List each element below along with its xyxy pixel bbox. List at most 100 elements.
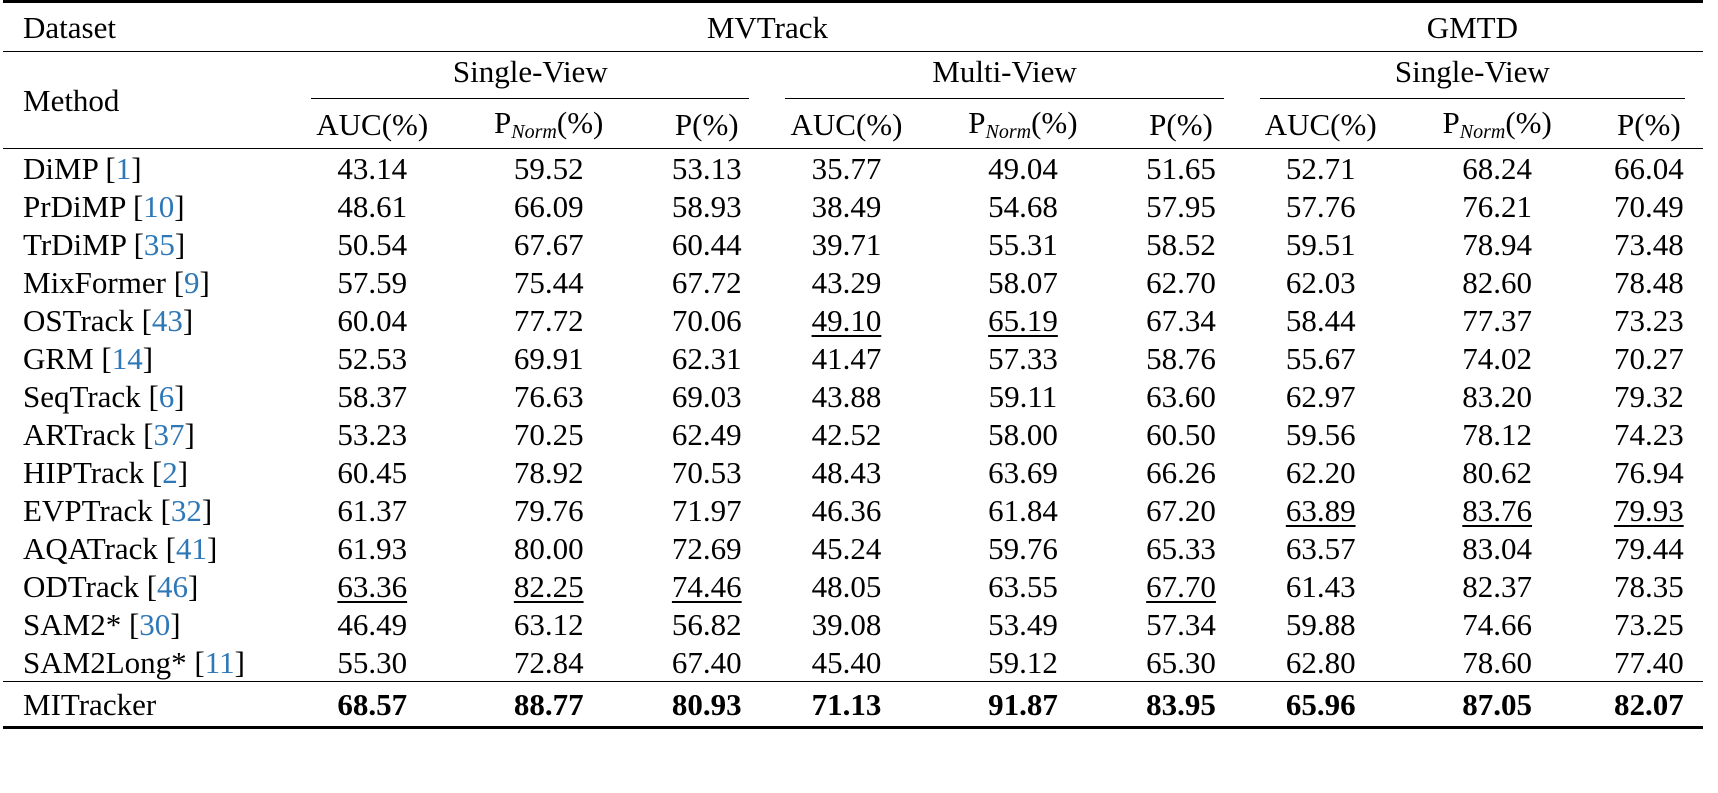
method-name-cell: OSTrack [43] <box>3 301 293 339</box>
value-cell: 77.40 <box>1595 643 1703 682</box>
value-cell: 53.23 <box>293 415 451 453</box>
value: 63.60 <box>1146 378 1216 414</box>
pnorm-subscript: Norm <box>985 120 1032 143</box>
value-cell-best: 71.13 <box>811 686 882 722</box>
value-cell: 51.65 <box>1120 149 1241 188</box>
value: 43.29 <box>811 264 882 300</box>
citation-link[interactable]: 35 <box>143 226 175 262</box>
value-cell: 65.19 <box>926 301 1121 339</box>
table-row: TrDiMP [35] 50.54 67.67 60.44 39.71 55.31 58.5… <box>3 225 1703 263</box>
metric-p-header: P(%) <box>674 106 739 142</box>
value-cell: 48.43 <box>767 453 925 491</box>
citation-link[interactable]: 14 <box>111 340 143 376</box>
citation-bracket: [ <box>157 530 176 566</box>
citation-bracket: ] <box>131 150 142 186</box>
value-cell: 65.33 <box>1120 529 1241 567</box>
citation-link[interactable]: 10 <box>143 188 175 224</box>
citation-link[interactable]: 11 <box>204 644 235 680</box>
method-name-cell: EVPTrack [32] <box>3 491 293 529</box>
value-cell-best: 68.57 <box>337 686 408 722</box>
value-cell: 67.67 <box>451 225 646 263</box>
citation-bracket: [ <box>140 378 159 414</box>
value-cell: 70.27 <box>1595 339 1703 377</box>
citation-link[interactable]: 32 <box>170 492 202 528</box>
value: 75.44 <box>513 264 584 300</box>
value: 43.14 <box>337 150 408 186</box>
method-name: HIPTrack <box>23 454 145 490</box>
value: 35.77 <box>811 150 882 186</box>
value: 78.48 <box>1613 264 1684 300</box>
value: 59.12 <box>988 644 1058 680</box>
value-cell: 76.63 <box>451 377 646 415</box>
citation-bracket: ] <box>142 340 154 376</box>
value-cell: 78.60 <box>1400 643 1595 682</box>
table-row: DiMP [1] 43.14 59.52 53.13 35.77 49.04 51.65 52… <box>3 148 1703 188</box>
value-cell: 58.07 <box>926 263 1121 301</box>
method-name: OSTrack <box>23 302 134 338</box>
value-cell: 79.93 <box>1595 491 1703 529</box>
citation-link[interactable]: 1 <box>115 150 132 186</box>
value: 53.23 <box>337 416 408 452</box>
table-row: PrDiMP [10] 48.61 66.09 58.93 38.49 54.68 57.9… <box>3 187 1703 225</box>
method-name: SAM2Long* <box>23 644 187 680</box>
value: 80.00 <box>513 530 584 566</box>
value-cell: 60.50 <box>1120 415 1241 453</box>
results-table: Dataset MVTrack GMTD Method Single-View … <box>3 0 1703 729</box>
value-cell: 83.04 <box>1400 529 1595 567</box>
citation-bracket: [ <box>125 188 144 224</box>
value: 71.97 <box>671 492 742 528</box>
value-cell: 59.11 <box>926 377 1121 415</box>
citation-bracket: ] <box>174 378 185 414</box>
value: 49.10 <box>811 302 882 338</box>
value: 38.49 <box>811 188 882 224</box>
value: 55.30 <box>337 644 408 680</box>
value: 78.35 <box>1613 568 1684 604</box>
value: 57.34 <box>1146 606 1216 642</box>
value-cell: 79.76 <box>451 491 646 529</box>
value: 65.33 <box>1146 530 1216 566</box>
citation-link[interactable]: 41 <box>176 530 207 566</box>
value-cell: 73.23 <box>1595 301 1703 339</box>
metric-auc-header: AUC(%) <box>1264 106 1377 142</box>
pnorm-suffix: (%) <box>556 104 604 140</box>
value: 83.76 <box>1462 492 1533 528</box>
group-single-view-mvtrack: Single-View <box>452 54 608 89</box>
citation-link[interactable]: 43 <box>151 302 183 338</box>
citation-link[interactable]: 9 <box>184 264 200 300</box>
citation-link[interactable]: 6 <box>158 378 175 414</box>
value: 46.36 <box>811 492 882 528</box>
value-cell: 73.48 <box>1595 225 1703 263</box>
value-cell: 48.61 <box>293 187 451 225</box>
pnorm-subscript: Norm <box>511 120 557 143</box>
citation-link[interactable]: 37 <box>153 416 185 452</box>
table-row: HIPTrack [2] 60.45 78.92 70.53 48.43 63.69 66.… <box>3 453 1703 491</box>
table-row: GRM [14] 52.53 69.91 62.31 41.47 57.33 58.76 55… <box>3 339 1703 377</box>
value-cell: 68.24 <box>1400 149 1595 188</box>
value-cell: 46.36 <box>767 491 925 529</box>
method-name: SAM2* <box>23 606 122 642</box>
citation-link[interactable]: 46 <box>157 568 189 604</box>
value: 59.52 <box>513 150 584 186</box>
value-cell: 70.53 <box>646 453 767 491</box>
value: 63.55 <box>988 568 1058 604</box>
value-cell: 78.48 <box>1595 263 1703 301</box>
method-name-cell: HIPTrack [2] <box>3 453 293 491</box>
value-cell: 58.37 <box>293 377 451 415</box>
citation-link[interactable]: 30 <box>139 606 171 642</box>
method-name: SeqTrack <box>23 378 141 414</box>
value: 57.33 <box>988 340 1058 376</box>
value: 48.43 <box>811 454 882 490</box>
pnorm-suffix: (%) <box>1031 104 1078 140</box>
value: 78.60 <box>1462 644 1533 680</box>
value-cell: 57.33 <box>926 339 1121 377</box>
value: 41.47 <box>811 340 882 376</box>
citation-link[interactable]: 2 <box>162 454 178 490</box>
value-cell: 83.76 <box>1400 491 1595 529</box>
value-cell: 75.44 <box>451 263 646 301</box>
value: 59.11 <box>988 378 1058 414</box>
value: 58.76 <box>1146 340 1216 376</box>
value-cell: 78.35 <box>1595 567 1703 605</box>
value: 48.61 <box>337 188 408 224</box>
value-cell: 55.67 <box>1242 339 1400 377</box>
value: 67.34 <box>1146 302 1216 338</box>
